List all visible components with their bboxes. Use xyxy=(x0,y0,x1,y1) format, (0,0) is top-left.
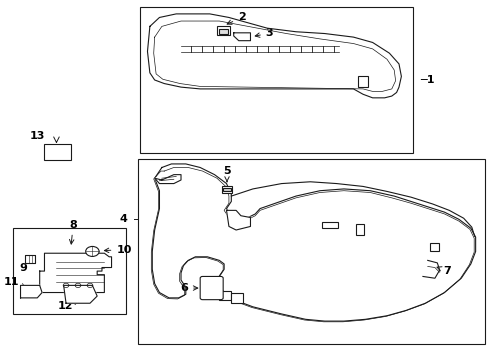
Text: 12: 12 xyxy=(58,300,79,311)
Bar xyxy=(138,158,484,344)
Bar xyxy=(217,26,230,35)
Text: 7: 7 xyxy=(436,266,450,276)
Circle shape xyxy=(87,283,93,288)
Bar xyxy=(140,7,412,153)
Text: 4: 4 xyxy=(119,214,127,224)
Bar xyxy=(219,291,231,300)
Bar xyxy=(219,30,228,34)
Bar xyxy=(322,222,337,228)
Text: 10: 10 xyxy=(104,245,131,255)
Bar xyxy=(44,144,71,160)
Circle shape xyxy=(63,283,69,288)
Circle shape xyxy=(75,283,81,288)
Bar xyxy=(231,293,243,303)
Polygon shape xyxy=(20,285,42,298)
Text: 2: 2 xyxy=(227,13,245,24)
Text: 3: 3 xyxy=(255,28,273,38)
Bar xyxy=(223,188,230,192)
Bar xyxy=(429,243,438,251)
Polygon shape xyxy=(226,210,250,230)
Text: ─1: ─1 xyxy=(420,75,434,85)
Polygon shape xyxy=(40,253,111,293)
FancyBboxPatch shape xyxy=(200,276,223,300)
Bar xyxy=(355,224,364,235)
Text: 9: 9 xyxy=(19,262,27,273)
Text: 11: 11 xyxy=(3,277,26,288)
Polygon shape xyxy=(154,175,181,184)
Text: 5: 5 xyxy=(223,166,230,182)
Text: 13: 13 xyxy=(30,131,45,141)
Bar xyxy=(13,228,126,314)
Bar xyxy=(221,186,232,193)
Polygon shape xyxy=(63,285,97,303)
Polygon shape xyxy=(25,255,35,263)
Polygon shape xyxy=(147,14,401,98)
Text: 8: 8 xyxy=(69,220,77,244)
Bar xyxy=(358,76,367,87)
Polygon shape xyxy=(152,164,475,321)
Text: 6: 6 xyxy=(180,283,197,293)
Polygon shape xyxy=(233,33,250,41)
Circle shape xyxy=(85,247,99,256)
